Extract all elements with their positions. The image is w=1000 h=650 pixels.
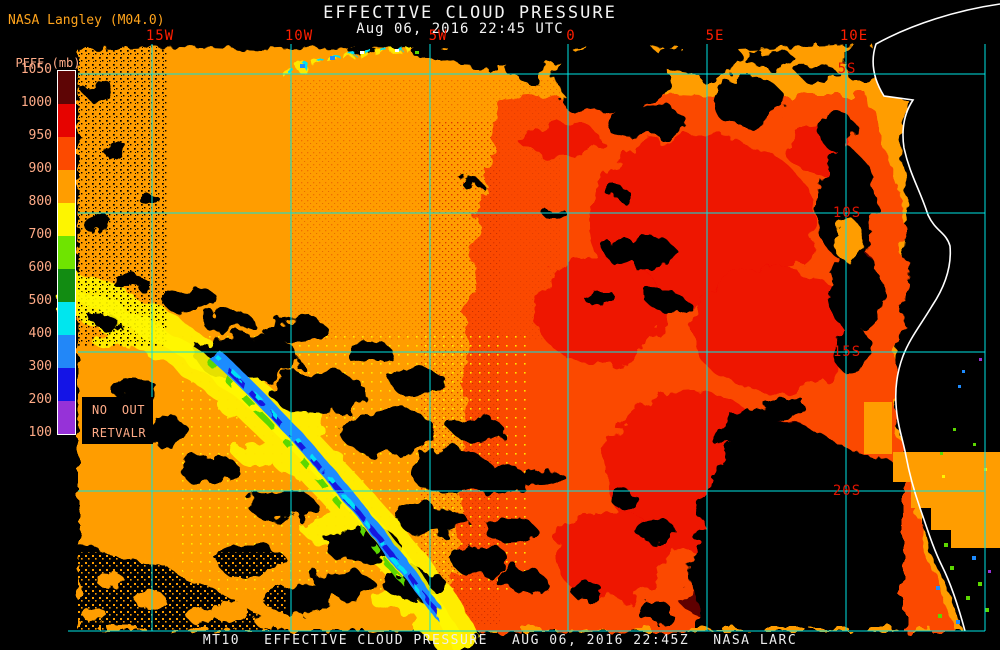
colorbar-tick: 100	[28, 425, 52, 440]
gridlines	[68, 44, 986, 632]
colorbar-tick: 1000	[20, 95, 52, 110]
colorbar-segment	[58, 104, 75, 137]
lon-label-5w: 5W	[428, 28, 448, 44]
legend-no: NO	[92, 403, 108, 417]
colorbar-tick: 700	[28, 227, 52, 242]
colorbar-segment	[58, 71, 75, 104]
no-data-black-mass	[572, 395, 903, 631]
coastline	[872, 3, 1000, 632]
lon-label-10e: 10E	[839, 28, 869, 44]
cloud-streak-top	[281, 47, 413, 77]
footer-product: MT10	[202, 633, 241, 648]
colorbar-segment	[58, 368, 75, 401]
colorbar	[57, 70, 76, 435]
footer-caption: MT10 EFFECTIVE CLOUD PRESSURE AUG 06, 20…	[0, 633, 1000, 650]
legend-out: OUT	[121, 403, 145, 417]
cloud-band-core	[57, 280, 469, 650]
retrieval-legend: NO OUT RET VALR	[82, 397, 153, 444]
lon-label-5e: 5E	[705, 28, 725, 44]
colorbar-tick: 950	[28, 128, 52, 143]
legend-valr: VALR	[115, 426, 147, 440]
colorbar-segment	[58, 269, 75, 302]
page-title: EFFECTIVE CLOUD PRESSURE	[323, 3, 617, 23]
timestamp: Aug 06, 2016 22:45 UTC	[356, 21, 564, 37]
lon-label-10w: 10W	[284, 28, 314, 44]
footer-datetime: AUG 06, 2016 22:45Z	[511, 633, 690, 648]
lon-label-15w: 15W	[145, 28, 175, 44]
lon-label-0: 0	[566, 28, 576, 44]
colorbar-segment	[58, 137, 75, 170]
colorbar-segment	[58, 170, 75, 203]
colorbar-segment	[58, 302, 75, 335]
footer-org: NASA LARC	[713, 633, 798, 648]
colorbar-tick: 800	[28, 194, 52, 209]
colorbar-title: PEFF (mb)	[15, 56, 81, 70]
speckle-bottomleft-orange	[78, 552, 288, 630]
colorbar-tick: 500	[28, 293, 52, 308]
colorbar-tick: 200	[28, 392, 52, 407]
cloud-streak-top-specks	[300, 49, 419, 68]
speckle-field	[290, 80, 560, 340]
source-label: NASA Langley (M04.0)	[8, 13, 165, 28]
lat-label-10s: 10S	[832, 205, 862, 221]
lat-label-20s: 20S	[832, 483, 862, 499]
lat-label-5s: 5S	[837, 61, 857, 77]
colorbar-segment	[58, 203, 75, 236]
colorbar-segment	[58, 401, 75, 434]
specks-east	[936, 358, 991, 624]
lat-label-15s: 15S	[832, 344, 862, 360]
footer-title: EFFECTIVE CLOUD PRESSURE	[264, 633, 488, 648]
colorbar-tick: 1050	[20, 62, 52, 77]
colorbar-tick: 300	[28, 359, 52, 374]
colorbar-tick: 600	[28, 260, 52, 275]
legend-ret: RET	[92, 426, 116, 440]
orange-blobs-bottom	[83, 218, 862, 629]
colorbar-tick: 900	[28, 161, 52, 176]
colorbar-segment	[58, 335, 75, 368]
colorbar-tick: 400	[28, 326, 52, 341]
colorbar-segment	[58, 236, 75, 269]
